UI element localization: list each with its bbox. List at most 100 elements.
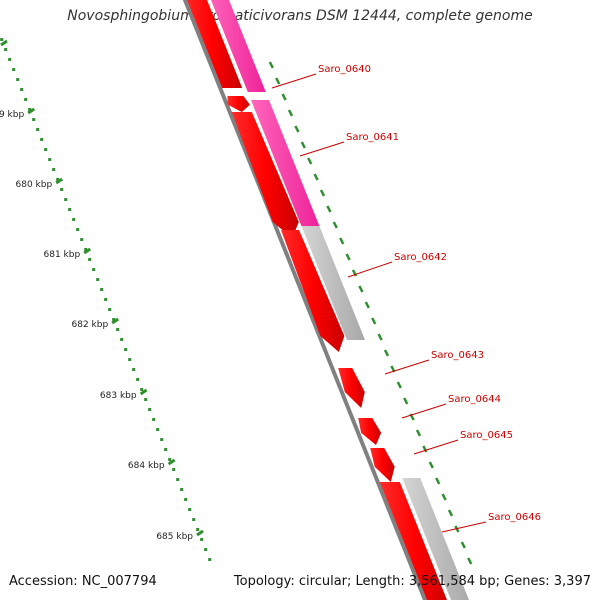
gene-arrow-saro-0645 xyxy=(370,448,395,482)
outer-ruler-tick xyxy=(287,109,294,117)
outer-ruler-tick xyxy=(332,221,338,229)
ruler-label: 681 kbp xyxy=(44,250,81,260)
outer-ruler-tick xyxy=(275,77,281,85)
accession-text: Accession: NC_007794 xyxy=(9,574,157,589)
ruler-minor-tick xyxy=(44,148,48,151)
outer-ruler-tick xyxy=(415,429,422,437)
ruler-minor-tick xyxy=(4,48,8,51)
ruler-minor-tick xyxy=(88,258,92,261)
ruler-minor-tick xyxy=(188,508,192,511)
outer-ruler-tick xyxy=(441,493,447,501)
ruler-minor-tick xyxy=(100,288,104,291)
ruler-minor-tick xyxy=(120,338,124,341)
ruler-minor-tick xyxy=(0,38,4,41)
outer-ruler-tick xyxy=(300,141,306,149)
ruler-minor-tick xyxy=(144,398,148,401)
ruler-minor-tick xyxy=(72,218,76,221)
gene-label-leader xyxy=(347,261,393,278)
outer-ruler-tick xyxy=(345,253,351,261)
ruler-minor-tick xyxy=(116,328,120,331)
ruler-minor-tick xyxy=(96,278,100,281)
gene-label-leader xyxy=(413,439,459,455)
ruler-minor-tick xyxy=(52,168,56,171)
cds-band-1 xyxy=(211,0,266,92)
ruler-label: 680 kbp xyxy=(16,180,53,190)
ruler-minor-tick xyxy=(132,368,136,371)
outer-ruler-tick xyxy=(339,237,345,245)
outer-ruler-tick xyxy=(313,173,319,181)
ruler-minor-tick xyxy=(76,228,80,231)
gene-label-leader xyxy=(271,73,317,89)
feature-tracks xyxy=(182,0,470,600)
ruler-minor-tick xyxy=(184,498,188,501)
outer-ruler-tick xyxy=(422,445,428,453)
ruler-minor-tick xyxy=(128,358,132,361)
ruler-minor-tick xyxy=(108,308,112,311)
ruler-minor-tick xyxy=(104,298,108,301)
ruler-minor-tick xyxy=(56,178,60,181)
ruler-minor-tick xyxy=(148,408,152,411)
ruler-minor-tick xyxy=(8,58,12,61)
gene-arrow-saro-0646 xyxy=(379,482,447,600)
ruler-minor-tick xyxy=(156,428,160,431)
ruler-minor-tick xyxy=(172,468,176,471)
ruler-minor-tick xyxy=(168,458,172,461)
outer-ruler-tick xyxy=(460,541,466,549)
gene-label[interactable]: Saro_0642 xyxy=(394,252,447,263)
ruler-label: 682 kbp xyxy=(72,320,109,330)
gene-label-leader xyxy=(401,403,447,419)
ruler-minor-tick xyxy=(208,558,212,561)
outer-ruler-tick xyxy=(467,557,473,565)
outer-ruler-tick xyxy=(428,461,434,469)
ruler-minor-tick xyxy=(48,158,52,161)
ruler-minor-tick xyxy=(152,418,156,421)
ruler-minor-tick xyxy=(60,188,64,191)
gene-label[interactable]: Saro_0645 xyxy=(460,430,513,441)
outer-ruler-tick xyxy=(371,317,377,325)
ruler-major-tick xyxy=(111,317,120,325)
rna-band-2 xyxy=(402,478,470,600)
outer-ruler-tick xyxy=(396,381,402,389)
genome-summary-text: Topology: circular; Length: 3,561,584 bp… xyxy=(233,574,591,589)
ruler-major-tick xyxy=(55,177,64,185)
outer-ruler-tick xyxy=(281,93,287,101)
ruler-label: 683 kbp xyxy=(100,391,137,401)
ruler-major-tick xyxy=(167,458,176,466)
ruler-major-tick xyxy=(139,388,148,396)
gene-label[interactable]: Saro_0646 xyxy=(488,512,541,523)
outer-ruler-tick xyxy=(358,285,364,293)
outer-ruler-tick xyxy=(307,157,313,165)
gene-label[interactable]: Saro_0643 xyxy=(431,350,484,361)
outer-ruler-tick xyxy=(294,125,300,133)
ruler-minor-tick xyxy=(16,78,20,81)
gene-arrow-saro-0641 xyxy=(231,112,299,238)
outer-ruler-tick xyxy=(351,269,358,277)
ruler-minor-tick xyxy=(24,98,28,101)
ruler-minor-tick xyxy=(140,388,144,391)
ruler-minor-tick xyxy=(200,538,204,541)
ruler-minor-tick xyxy=(32,118,36,121)
ruler-minor-tick xyxy=(36,128,40,131)
outer-ruler-tick xyxy=(435,477,441,485)
ruler-minor-tick xyxy=(20,88,24,91)
ruler-minor-tick xyxy=(180,488,184,491)
ruler-minor-tick xyxy=(136,378,140,381)
gene-label[interactable]: Saro_0644 xyxy=(448,394,501,405)
ruler-minor-tick xyxy=(124,348,128,351)
gene-label-leader xyxy=(441,521,487,533)
outer-ruler-tick xyxy=(268,61,274,69)
outer-ruler-tick xyxy=(377,333,383,341)
gene-label[interactable]: Saro_0640 xyxy=(318,64,371,75)
ruler-minor-tick xyxy=(92,268,96,271)
ruler-label: 684 kbp xyxy=(128,461,165,471)
outer-ruler-tick xyxy=(383,349,390,357)
ruler-minor-tick xyxy=(192,518,196,521)
ruler-minor-tick xyxy=(204,548,208,551)
ruler-minor-tick xyxy=(176,478,180,481)
ruler-minor-tick xyxy=(64,198,68,201)
outer-ruler-tick xyxy=(364,301,370,309)
gene-label[interactable]: Saro_0641 xyxy=(346,132,399,143)
ruler-major-tick xyxy=(0,39,8,47)
